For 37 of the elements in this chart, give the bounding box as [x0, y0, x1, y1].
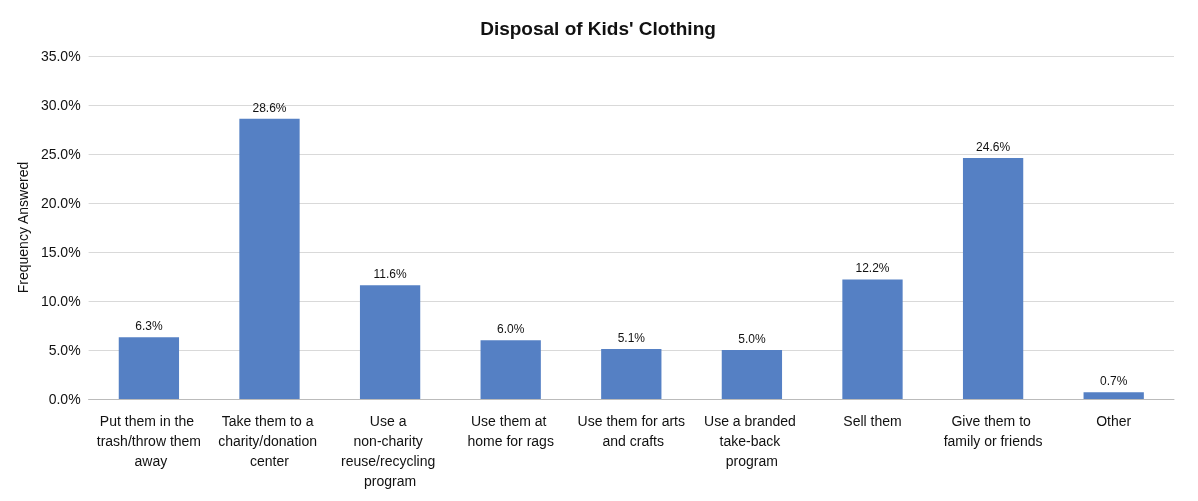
y-tick-label: 10.0% [40, 293, 81, 309]
x-tick-label: Take them to a charity/donation center [218, 413, 321, 469]
bar [842, 279, 903, 399]
x-tick-label: Use them for arts and crafts [577, 413, 685, 449]
chart-title: Disposal of Kids' Clothing [480, 18, 716, 39]
bar [118, 337, 180, 399]
y-tick-label: 20.0% [40, 195, 81, 211]
y-tick-label: 15.0% [40, 244, 81, 260]
bar [359, 285, 421, 399]
bar [601, 349, 662, 399]
y-axis-title: Frequency Answered [15, 161, 31, 294]
x-tick-label: Sell them [843, 413, 902, 429]
x-tick-label: Use a non-charity reuse/recycling program [341, 413, 440, 489]
y-tick-label: 25.0% [40, 146, 81, 162]
data-label: 28.6% [252, 100, 287, 115]
data-label: 5.1% [617, 331, 646, 346]
data-label: 6.0% [497, 322, 525, 337]
data-label: 0.7% [1100, 374, 1128, 389]
bar [239, 118, 300, 399]
data-label: 6.3% [135, 319, 163, 334]
y-tick-label: 0.0% [48, 391, 81, 407]
x-tick-label: Give them to family or friends [943, 413, 1043, 449]
x-tick-label: Put them in the trash/throw them away [96, 413, 202, 469]
bar [962, 157, 1024, 399]
bar [1083, 392, 1144, 399]
bar [480, 340, 541, 399]
y-tick-label: 5.0% [48, 342, 81, 358]
data-label: 24.6% [976, 139, 1011, 154]
y-tick-label: 35.0% [40, 48, 81, 64]
x-tick-label: Use a branded take-back program [704, 413, 800, 469]
data-label: 5.0% [738, 332, 766, 346]
y-tick-label: 30.0% [40, 97, 81, 113]
x-tick-label: Use them at home for rags [467, 413, 554, 449]
data-label: 12.2% [855, 261, 890, 276]
data-label: 11.6% [373, 267, 407, 282]
x-tick-label: Other [1096, 413, 1132, 429]
bar [721, 350, 783, 399]
